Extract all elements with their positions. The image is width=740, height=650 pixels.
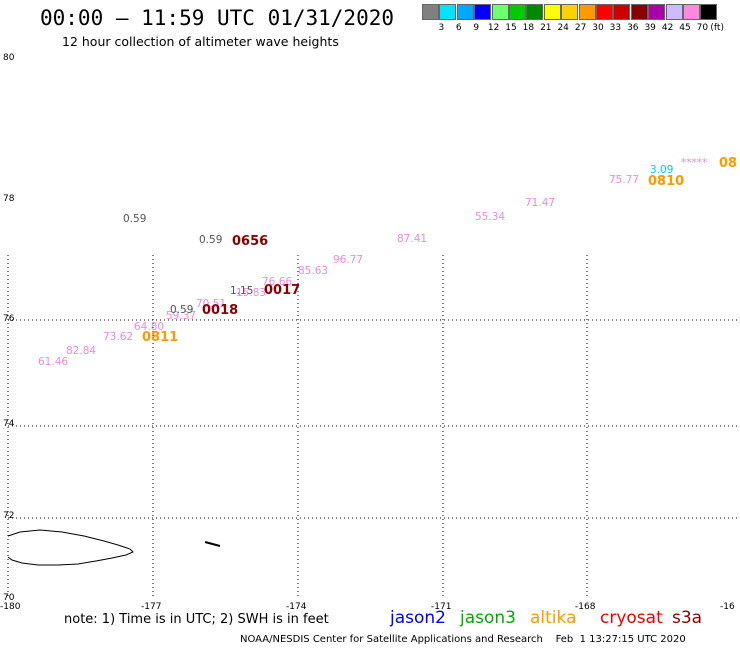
longitude-label: -16	[720, 602, 735, 612]
latitude-label: 80	[3, 53, 15, 63]
legend-label: 15	[505, 23, 517, 33]
observation-time: 0810	[648, 174, 684, 189]
wave-height-value: 76.66	[262, 276, 292, 288]
wave-height-value: 61.46	[38, 356, 68, 368]
observation-time: 0017	[264, 283, 300, 298]
longitude-labels: -180 -177 -174 -171 -168 -16	[0, 602, 735, 612]
latitude-label: 76	[3, 314, 15, 324]
wave-height-value: 15.83	[236, 287, 266, 299]
legend-label: 30	[592, 23, 604, 33]
legend-swatch	[543, 4, 561, 20]
observation-time: 08	[719, 156, 737, 171]
legend-swatch	[578, 4, 596, 20]
wave-height-value: 3.09	[650, 164, 673, 176]
satellite-label: cryosat	[600, 608, 663, 628]
wave-height-value: 0.59	[199, 234, 222, 246]
latitude-label: 70	[3, 593, 15, 603]
legend-swatch	[648, 4, 666, 20]
wave-height-value: 0.59	[170, 304, 193, 316]
color-legend: 3 6 9 12 15 18 21 24 27 30 33 36 39 42 45 70 (ft)	[422, 4, 740, 38]
satellite-label: altika	[530, 608, 577, 628]
legend-label: 39	[644, 23, 656, 33]
legend-swatch	[700, 4, 718, 20]
satellite-label: jason2	[390, 608, 446, 628]
footnote: note: 1) Time is in UTC; 2) SWH is in fe…	[64, 612, 329, 627]
legend-swatch	[630, 4, 648, 20]
legend-swatch	[526, 4, 544, 20]
legend-label: 6	[455, 23, 462, 33]
legend-swatch	[665, 4, 683, 20]
wave-height-value: 87.41	[397, 233, 427, 245]
map-subtitle: 12 hour collection of altimeter wave hei…	[62, 34, 339, 49]
wave-height-value: 59.37	[166, 310, 196, 322]
longitude-label: -177	[141, 602, 161, 612]
legend-label: 3	[438, 23, 445, 33]
wave-height-value: 55.34	[475, 211, 505, 223]
longitude-label: -171	[431, 602, 451, 612]
legend-swatch	[683, 4, 700, 20]
satellite-label: jason3	[460, 608, 516, 628]
latitude-label: 74	[3, 419, 15, 429]
legend-label: 18	[522, 23, 535, 33]
legend-label: 70	[696, 23, 709, 33]
wave-height-value: 0.59	[123, 213, 146, 225]
legend-label: 36	[627, 23, 639, 33]
satellite-label: s3a	[672, 608, 703, 628]
legend-swatch	[439, 4, 457, 20]
longitude-label: -180	[0, 602, 21, 612]
legend-label: 24	[557, 23, 569, 33]
longitude-label: -168	[575, 602, 596, 612]
map-title: 00:00 – 11:59 UTC 01/31/2020	[40, 6, 395, 30]
legend-label: 9	[473, 23, 480, 33]
observation-time: 0811	[142, 330, 178, 345]
legend-swatch	[474, 4, 492, 20]
wave-height-value: 71.47	[525, 197, 555, 209]
latitude-label: 72	[3, 511, 14, 521]
islet-outline	[204, 541, 221, 547]
wave-height-value: 82.84	[66, 345, 96, 357]
legend-swatch	[613, 4, 631, 20]
wave-height-value: 85.63	[298, 265, 328, 277]
latitude-labels: 80 78 76 74 72 70	[3, 53, 15, 603]
legend-label: 33	[609, 23, 622, 33]
legend-swatch	[509, 4, 526, 20]
island-outline	[7, 529, 134, 566]
wave-height-value: 96.77	[333, 254, 363, 266]
legend-label: 12	[487, 23, 500, 33]
credit-line: NOAA/NESDIS Center for Satellite Applica…	[240, 634, 686, 645]
longitude-label: -174	[286, 602, 307, 612]
legend-units: (ft)	[710, 23, 724, 33]
observation-time: 0018	[202, 303, 238, 318]
graticule	[7, 255, 738, 598]
legend-label: 21	[540, 23, 552, 33]
latitude-label: 78	[3, 194, 15, 204]
observation-time: 0656	[232, 234, 268, 249]
legend-swatch	[561, 4, 579, 20]
coastline	[7, 529, 221, 566]
wave-height-value: 1.15	[230, 285, 253, 297]
legend-swatch	[596, 4, 613, 20]
legend-swatch	[456, 4, 474, 20]
legend-swatch	[422, 4, 439, 20]
wave-height-value: 73.62	[103, 331, 133, 343]
legend-label: 27	[574, 23, 587, 33]
time-labels: 0656 0017 0018 0811 0810 08	[142, 156, 737, 345]
wave-height-value: 70.51	[196, 298, 226, 310]
wave-height-value: *****	[681, 157, 707, 169]
legend-label: 42	[661, 23, 674, 33]
wave-height-value: 64.80	[134, 321, 164, 333]
legend-swatch	[491, 4, 509, 20]
legend-label: 45	[679, 23, 691, 33]
wave-height-value: 75.77	[609, 174, 639, 186]
